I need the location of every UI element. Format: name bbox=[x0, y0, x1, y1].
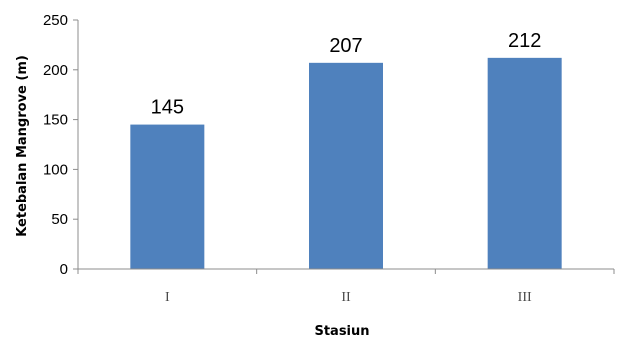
y-tick-label: 200 bbox=[43, 62, 68, 79]
x-tick-label: II bbox=[341, 290, 351, 305]
y-tick-label: 50 bbox=[51, 211, 68, 228]
y-tick-label: 0 bbox=[60, 261, 68, 278]
y-axis-title: Ketebalan Mangrove (m) bbox=[15, 55, 30, 237]
bars bbox=[130, 57, 562, 270]
x-axis-title: Stasiun bbox=[314, 324, 369, 339]
data-labels: 145 207 212 bbox=[151, 30, 542, 119]
x-axis-category-ticks bbox=[77, 269, 615, 274]
bar-I bbox=[130, 124, 205, 269]
data-label: 207 bbox=[329, 35, 362, 57]
y-axis-ticks: 0 50 100 150 200 250 bbox=[43, 12, 78, 278]
data-label: 212 bbox=[508, 30, 541, 52]
x-tick-label: I bbox=[165, 290, 170, 305]
y-tick-label: 250 bbox=[43, 12, 68, 29]
x-tick-label: III bbox=[518, 290, 532, 305]
bar-III bbox=[487, 57, 562, 270]
y-tick-label: 150 bbox=[43, 112, 68, 129]
y-tick-label: 100 bbox=[43, 161, 68, 178]
bar-II bbox=[309, 62, 383, 269]
data-label: 145 bbox=[151, 97, 184, 119]
x-axis-ticks: I II III bbox=[165, 290, 532, 305]
